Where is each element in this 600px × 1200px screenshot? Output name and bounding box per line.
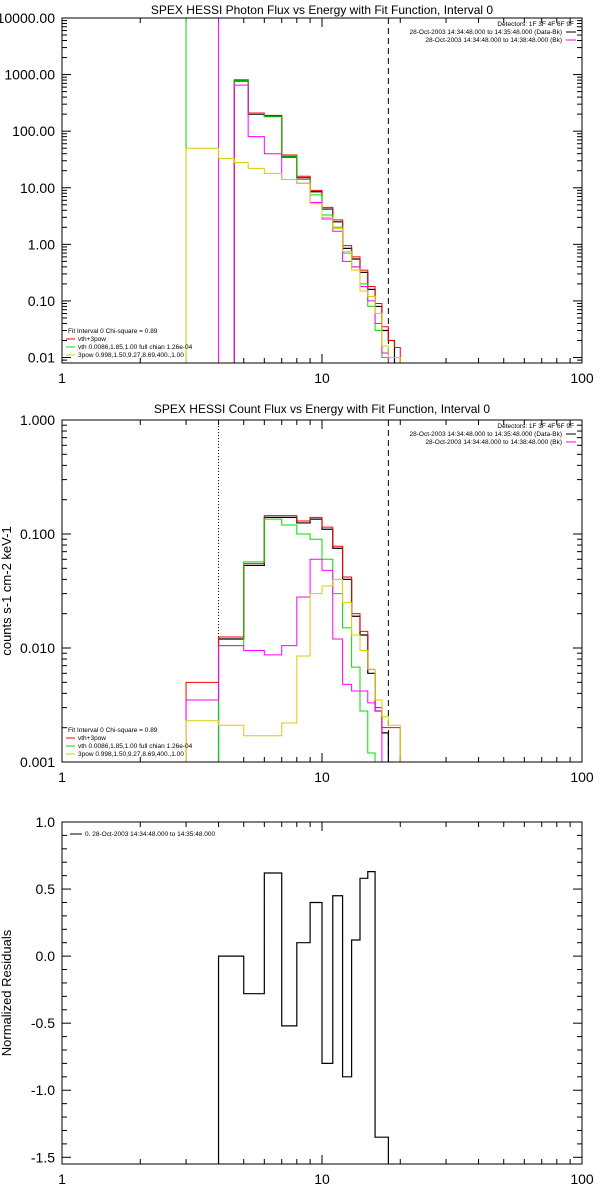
legend-entry: 28-Oct-2003 14:34:48.000 to 14:35:48.000… bbox=[410, 431, 563, 438]
series-black-0 bbox=[217, 871, 389, 1164]
series-black-0 bbox=[233, 79, 396, 363]
series-yellow-4 bbox=[185, 147, 401, 363]
y-tick-label: 1.0 bbox=[36, 814, 56, 830]
y-axis-label: counts s-1 cm-2 keV-1 bbox=[0, 526, 14, 655]
legend-entry: 28-Oct-2003 14:34:48.000 to 14:38:48.000… bbox=[425, 439, 562, 446]
y-tick-label: 0.0 bbox=[36, 948, 56, 964]
x-tick-label: 100 bbox=[570, 769, 594, 785]
y-tick-label: 0.01 bbox=[28, 350, 55, 366]
x-tick-label: 1 bbox=[58, 370, 66, 386]
series-magenta-3 bbox=[185, 558, 383, 762]
series-magenta-3 bbox=[233, 84, 389, 363]
legend-entry: Detectors: 1F 3F 4F 6F 9F bbox=[497, 423, 574, 430]
chart-title: SPEX HESSI Photon Flux vs Energy with Fi… bbox=[151, 3, 493, 17]
legend-entry: 0. 28-Oct-2003 14:34:48.000 to 14:35:48.… bbox=[85, 831, 215, 838]
plot-frame bbox=[61, 419, 583, 763]
x-tick-label: 1 bbox=[58, 769, 66, 785]
plot-area bbox=[185, 18, 401, 363]
chart-title: SPEX HESSI Count Flux vs Energy with Fit… bbox=[154, 402, 490, 416]
y-tick-label: 0.100 bbox=[20, 526, 55, 542]
series-green-2 bbox=[218, 518, 376, 762]
y-tick-label: 1000.00 bbox=[4, 67, 55, 83]
panel-2: SPEX HESSI Count Flux vs Energy with Fit… bbox=[0, 402, 594, 785]
legend-entry: vth 0.0086,1.85,1.00 full chian 1.26e-04 bbox=[78, 344, 193, 351]
y-tick-label: 100.00 bbox=[12, 123, 55, 139]
x-tick-label: 10 bbox=[314, 769, 330, 785]
y-tick-label: 0.010 bbox=[20, 640, 55, 656]
y-tick-label: 10000.00 bbox=[0, 10, 55, 26]
legend-entry: Fit Interval 0 Chi-square = 0.89 bbox=[68, 328, 158, 335]
series-yellow-4 bbox=[185, 578, 401, 762]
x-tick-label: 100 bbox=[570, 370, 594, 386]
y-tick-label: 1.000 bbox=[20, 412, 55, 428]
legend-entry: Detectors: 1F 3F 4F 6F 9F bbox=[497, 21, 574, 28]
legend-entry: 3pow 0.998,1.50,9.27,8.69,400.,1.00 bbox=[78, 751, 184, 758]
x-tick-label: 10 bbox=[314, 370, 330, 386]
y-tick-label: 10.00 bbox=[20, 180, 55, 196]
legend-entry: Fit Interval 0 Chi-square = 0.89 bbox=[68, 727, 158, 734]
y-tick-label: 1.00 bbox=[28, 236, 55, 252]
plot-area bbox=[185, 420, 401, 762]
plot-frame bbox=[61, 821, 583, 1165]
y-tick-label: -1.5 bbox=[31, 1149, 55, 1165]
y-tick-label: 0.5 bbox=[36, 881, 56, 897]
plot-area bbox=[217, 871, 389, 1164]
legend-entry: vth+3pow bbox=[78, 735, 106, 742]
x-tick-label: 1 bbox=[58, 1171, 66, 1187]
y-tick-label: -1.0 bbox=[31, 1082, 55, 1098]
x-tick-label: 10 bbox=[314, 1171, 330, 1187]
plot-frame bbox=[61, 17, 583, 364]
legend-entry: vth+3pow bbox=[78, 336, 106, 343]
panel-3: Normalized Residuals 1 10 100 1.0 0.5 0.0 -0.5 -… bbox=[0, 814, 594, 1187]
y-tick-label: 0.10 bbox=[28, 293, 55, 309]
series-black-0 bbox=[217, 516, 389, 762]
legend-entry: vth 0.0086,1.85,1.00 full chian 1.26e-04 bbox=[78, 743, 193, 750]
legend-entry: 28-Oct-2003 14:34:48.000 to 14:35:48.000… bbox=[410, 29, 563, 36]
series-red-1 bbox=[185, 515, 401, 762]
series-green-2 bbox=[233, 80, 389, 363]
x-tick-label: 100 bbox=[570, 1171, 594, 1187]
panel-1: SPEX HESSI Photon Flux vs Energy with Fi… bbox=[0, 3, 594, 386]
legend-entry: 3pow 0.998,1.50,9.27,8.69,400.,1.00 bbox=[78, 352, 184, 359]
y-axis-label: Normalized Residuals bbox=[0, 929, 14, 1056]
series-red-1 bbox=[233, 80, 401, 363]
legend-entry: 28-Oct-2003 14:34:48.000 to 14:38:48.000… bbox=[425, 37, 562, 44]
y-tick-label: -0.5 bbox=[31, 1015, 55, 1031]
y-tick-label: 0.001 bbox=[20, 754, 55, 770]
